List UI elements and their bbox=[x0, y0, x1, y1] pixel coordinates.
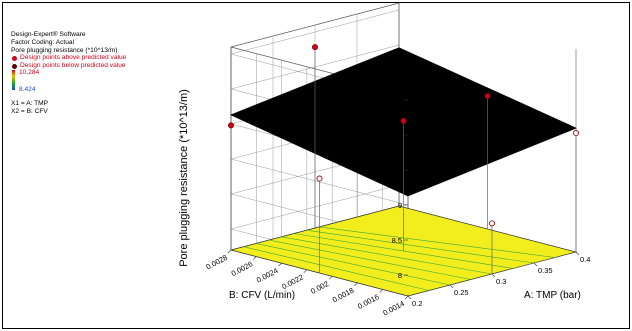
x-tick-label: 0.25 bbox=[454, 288, 469, 297]
contour-line bbox=[319, 226, 556, 258]
x-tick-label: 0.3 bbox=[496, 277, 506, 286]
below-marker-icon bbox=[12, 64, 17, 69]
design-point bbox=[488, 220, 495, 227]
contour-line bbox=[306, 229, 535, 264]
y-tick-mark bbox=[404, 295, 409, 300]
contour-line bbox=[256, 243, 451, 286]
y-tick-mark bbox=[227, 249, 232, 254]
legend-x1: X1 = A: TMP bbox=[11, 100, 49, 107]
design-point bbox=[227, 122, 234, 129]
y-tick-label: 0.0024 bbox=[255, 266, 279, 285]
x-tick-label: 0.4 bbox=[580, 255, 590, 264]
y-tick-mark bbox=[379, 289, 383, 293]
x-tick-mark bbox=[533, 262, 538, 267]
y-tick-label: 0.0014 bbox=[381, 299, 405, 318]
x-tick-mark bbox=[407, 295, 412, 300]
points-below-surface bbox=[316, 130, 580, 274]
x-tick-mark bbox=[449, 284, 454, 289]
y-tick-mark bbox=[354, 282, 358, 287]
z-tick-label: 9 bbox=[398, 201, 402, 210]
legend-below: Design points below predicted value bbox=[20, 62, 126, 69]
z-tick-label: 8 bbox=[398, 271, 402, 280]
legend-above: Design points above predicted value bbox=[20, 54, 127, 61]
x-tick-mark bbox=[575, 251, 580, 256]
points-above-surface bbox=[227, 44, 491, 251]
x-axis-label: A: TMP (bar) bbox=[524, 290, 581, 301]
design-point bbox=[311, 44, 318, 51]
legend-x2: X2 = B: CFV bbox=[11, 108, 48, 115]
z-axis-label: Pore plugging resistance (*10^13/m) bbox=[178, 89, 190, 267]
contour-line bbox=[268, 239, 472, 280]
design-point bbox=[400, 117, 407, 124]
legend-max: 10.284 bbox=[19, 69, 40, 76]
y-tick-label: 0.0028 bbox=[204, 253, 228, 272]
y-tick-mark bbox=[328, 276, 333, 280]
z-tick-label: 9.5 bbox=[392, 166, 402, 175]
y-axis-label: B: CFV (L/min) bbox=[229, 290, 295, 301]
y-tick-label: 0.0022 bbox=[280, 273, 304, 292]
legend-factor-coding: Factor Coding: Actual bbox=[11, 39, 75, 46]
legend-min: 8.424 bbox=[19, 86, 36, 93]
y-tick-label: 0.002 bbox=[309, 279, 330, 296]
legend-software: Design-Expert® Software bbox=[11, 31, 86, 38]
legend-response: Pore plugging resistance (*10^13/m) bbox=[11, 47, 118, 54]
contour-line bbox=[243, 246, 430, 291]
y-tick-label: 0.0016 bbox=[356, 292, 380, 311]
z-tick-label: 8.5 bbox=[392, 236, 402, 245]
design-point bbox=[484, 93, 491, 100]
y-tick-label: 0.0026 bbox=[230, 259, 254, 278]
z-tick-label: 10 bbox=[394, 131, 402, 140]
x-tick-label: 0.2 bbox=[412, 299, 422, 308]
y-tick-mark bbox=[303, 269, 308, 273]
y-tick-mark bbox=[278, 262, 282, 267]
above-marker-icon bbox=[12, 56, 17, 61]
x-tick-mark bbox=[491, 273, 496, 278]
z-tick-label: 10.5 bbox=[387, 96, 402, 105]
y-tick-label: 0.0018 bbox=[331, 286, 355, 305]
y-tick-mark bbox=[253, 256, 257, 260]
x-tick-label: 0.35 bbox=[538, 266, 553, 275]
color-scale-bar bbox=[12, 70, 15, 90]
design-point bbox=[316, 175, 323, 182]
design-point bbox=[573, 130, 580, 137]
contour-line bbox=[281, 236, 493, 275]
